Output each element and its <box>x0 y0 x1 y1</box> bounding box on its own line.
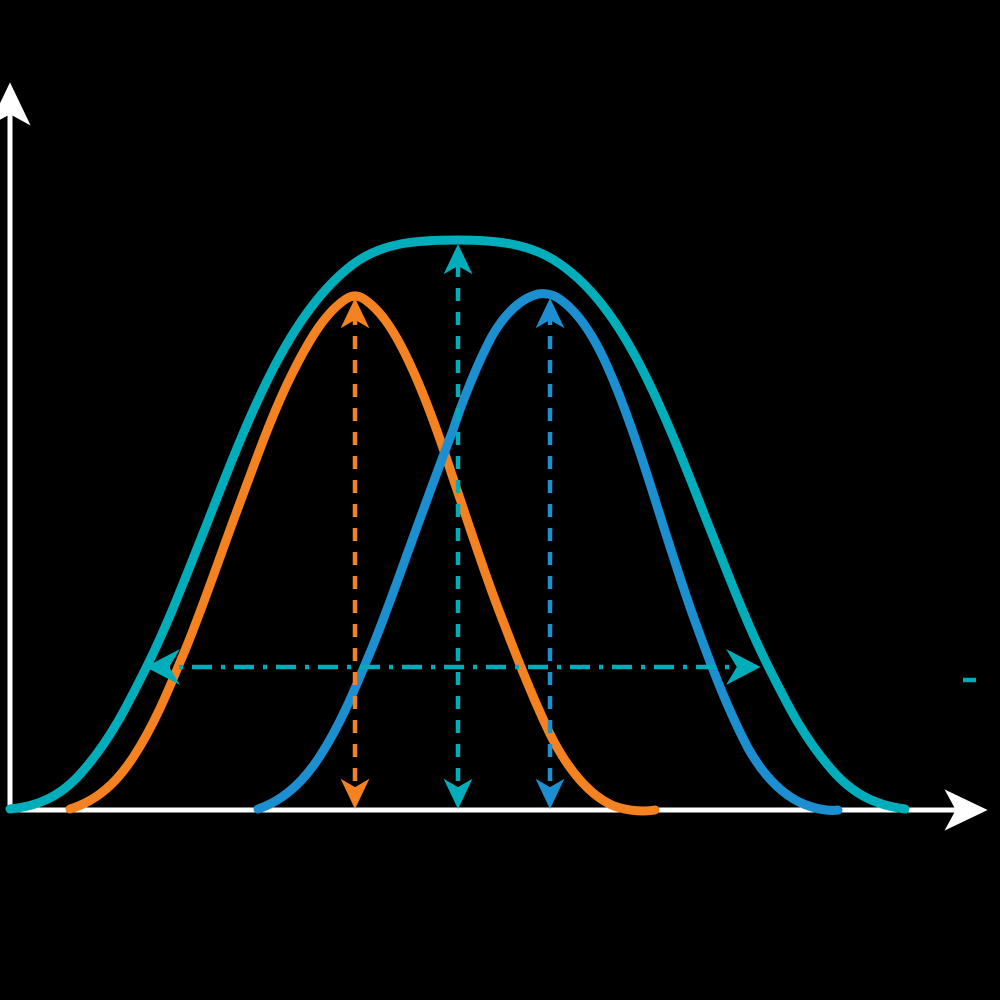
annotation-group <box>145 244 976 809</box>
curve-blue-peak <box>253 289 843 815</box>
